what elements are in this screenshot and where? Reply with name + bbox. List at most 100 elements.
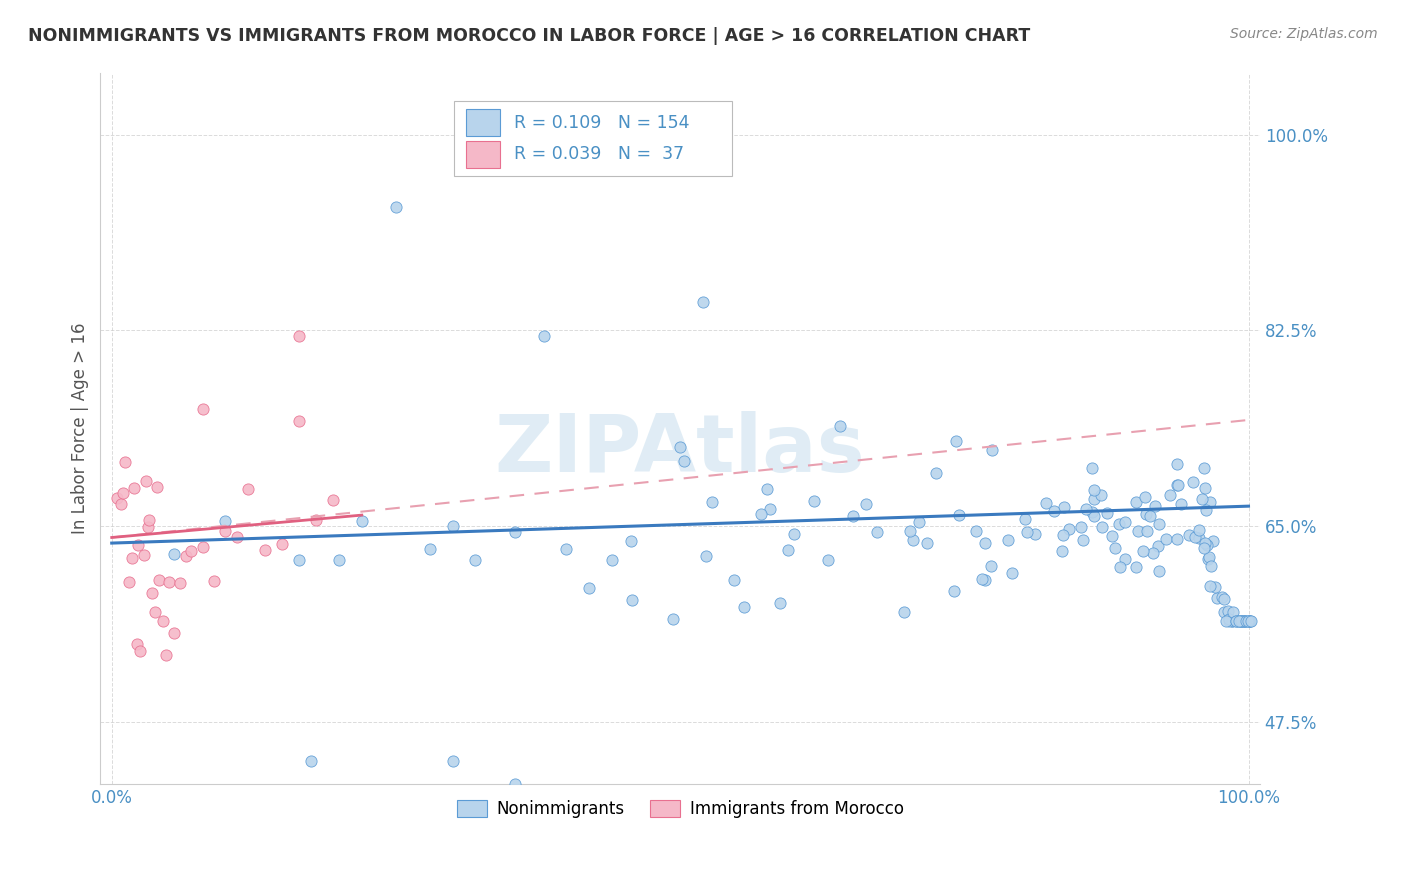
Point [110, 497, 132, 511]
Text: Source: ZipAtlas.com: Source: ZipAtlas.com [1230, 27, 1378, 41]
Point [1083, 491, 1105, 506]
Point [1225, 615, 1247, 629]
Text: R = 0.039   N =  37: R = 0.039 N = 37 [515, 145, 685, 163]
Point [191, 541, 214, 555]
FancyBboxPatch shape [454, 102, 733, 176]
Point [136, 520, 159, 534]
Point [1001, 566, 1024, 581]
Point [1237, 615, 1260, 629]
Text: ZIPAtlas: ZIPAtlas [495, 410, 866, 489]
Point [121, 550, 143, 565]
Point [769, 596, 792, 610]
Point [202, 574, 225, 588]
Point [288, 414, 311, 428]
Point [1218, 612, 1240, 626]
Point [1081, 460, 1104, 475]
Point [1220, 615, 1243, 629]
Point [169, 575, 191, 590]
Point [1225, 615, 1247, 629]
Point [723, 573, 745, 587]
Point [288, 329, 311, 343]
Point [225, 530, 247, 544]
Point [1229, 615, 1251, 629]
Point [578, 581, 600, 595]
Point [1240, 615, 1263, 629]
Point [1197, 552, 1219, 566]
Point [155, 648, 177, 662]
Point [817, 553, 839, 567]
Point [700, 495, 723, 509]
Point [299, 755, 322, 769]
Y-axis label: In Labor Force | Age > 16: In Labor Force | Age > 16 [72, 323, 89, 534]
Point [1057, 522, 1080, 536]
Point [842, 508, 865, 523]
Point [114, 454, 136, 468]
Point [163, 547, 186, 561]
Point [214, 524, 236, 538]
Point [1050, 544, 1073, 558]
Point [1230, 615, 1253, 629]
Point [1139, 508, 1161, 523]
Point [1159, 488, 1181, 502]
Point [669, 440, 692, 454]
Point [1101, 529, 1123, 543]
Point [350, 514, 373, 528]
Point [1212, 592, 1234, 607]
Point [1194, 536, 1216, 550]
Point [1128, 524, 1150, 538]
Point [1211, 590, 1233, 604]
FancyBboxPatch shape [465, 109, 501, 136]
Point [107, 491, 129, 506]
Point [112, 485, 135, 500]
Point [1052, 528, 1074, 542]
Point [441, 755, 464, 769]
Point [803, 494, 825, 508]
Point [600, 553, 623, 567]
Point [555, 541, 578, 556]
Point [733, 600, 755, 615]
Point [254, 542, 277, 557]
Point [180, 543, 202, 558]
Point [1213, 605, 1236, 619]
Point [1108, 559, 1130, 574]
Point [893, 605, 915, 619]
Point [1230, 615, 1253, 629]
Point [1142, 546, 1164, 560]
Point [972, 572, 994, 586]
Point [1166, 457, 1188, 471]
Point [1017, 524, 1039, 539]
Point [1071, 533, 1094, 548]
Point [1076, 501, 1098, 516]
Point [152, 615, 174, 629]
Point [1194, 460, 1216, 475]
Point [1232, 615, 1254, 629]
Point [1080, 504, 1102, 518]
Point [1024, 527, 1046, 541]
Point [322, 492, 344, 507]
Point [419, 541, 441, 556]
Point [1042, 504, 1064, 518]
Point [1199, 495, 1222, 509]
Point [1215, 614, 1237, 628]
Point [1132, 544, 1154, 558]
Point [132, 548, 155, 562]
Point [503, 777, 526, 791]
Point [783, 527, 806, 541]
Point [974, 573, 997, 587]
Point [695, 549, 717, 563]
Point [129, 644, 152, 658]
Point [1035, 496, 1057, 510]
Point [673, 454, 696, 468]
Point [981, 443, 1004, 458]
Point [1125, 495, 1147, 509]
Point [980, 559, 1002, 574]
Point [1090, 488, 1112, 502]
Point [758, 502, 780, 516]
Point [898, 524, 921, 538]
Point [1218, 615, 1240, 629]
Point [1114, 515, 1136, 529]
Point [1167, 477, 1189, 491]
Point [692, 295, 714, 310]
Point [1091, 520, 1114, 534]
Point [1188, 532, 1211, 546]
